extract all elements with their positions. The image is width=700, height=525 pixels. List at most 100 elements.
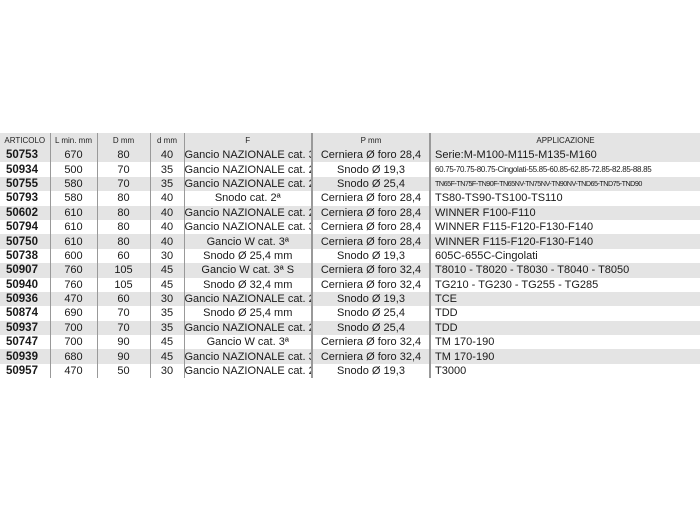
cell-applicazione: WINNER F115-F120-F130-F140: [430, 234, 700, 249]
cell-d-inner: 30: [150, 363, 185, 379]
cell-p: Snodo Ø 25,4: [312, 320, 431, 336]
cell-d-inner: 40: [150, 148, 185, 163]
header-d-outer: D mm: [97, 133, 151, 148]
cell-f: Gancio NAZIONALE cat. 3ª: [184, 219, 313, 235]
cell-p: Cerniera Ø foro 28,4: [312, 219, 431, 235]
cell-d-outer: 105: [97, 263, 151, 278]
header-row: ARTICOLO L min. mm D mm d mm F P mm APPLICAZIO…: [0, 133, 700, 148]
cell-d-outer: 90: [97, 349, 151, 364]
product-table: ARTICOLO L min. mm D mm d mm F P mm APPLICAZIO…: [0, 133, 700, 379]
cell-articolo: 50793: [0, 191, 51, 206]
cell-d-outer: 70: [97, 176, 151, 192]
table-row: 50940 760 105 45 Snodo Ø 32,4 mm Cerniera Ø f…: [0, 277, 700, 292]
cell-applicazione: T8010 - T8020 - T8030 - T8040 - T8050: [430, 263, 700, 278]
table-row: 50934 500 70 35 Gancio NAZIONALE cat. 2ª Snod…: [0, 162, 700, 177]
table-row: 50753 670 80 40 Gancio NAZIONALE cat. 3ª Cern…: [0, 148, 700, 163]
table-row: 50907 760 105 45 Gancio W cat. 3ª S Cerniera …: [0, 263, 700, 278]
cell-p: Snodo Ø 19,3: [312, 291, 431, 307]
cell-d-outer: 80: [97, 219, 151, 235]
cell-l-min: 470: [50, 363, 98, 379]
cell-applicazione: TDD: [430, 320, 700, 336]
header-d-inner: d mm: [150, 133, 185, 148]
header-articolo: ARTICOLO: [0, 133, 51, 148]
cell-p: Cerniera Ø foro 28,4: [312, 205, 431, 220]
cell-d-outer: 60: [97, 248, 151, 264]
cell-f: Gancio NAZIONALE cat. 2ª: [184, 162, 313, 177]
table-row: 50793 580 80 40 Snodo cat. 2ª Cerniera Ø foro…: [0, 191, 700, 206]
header-f: F: [184, 133, 313, 148]
cell-applicazione: TG210 - TG230 - TG255 - TG285: [435, 278, 599, 291]
cell-applicazione: TCE: [430, 291, 700, 307]
cell-f: Gancio NAZIONALE cat. 2ª: [184, 205, 313, 220]
cell-articolo: 50750: [0, 234, 51, 249]
cell-d-inner: 45: [150, 277, 185, 292]
cell-applicazione: TM 170-190: [435, 336, 495, 349]
cell-p: Snodo Ø 19,3: [312, 162, 431, 177]
table-row: 50738 600 60 30 Snodo Ø 25,4 mm Snodo Ø 19,3 6…: [0, 248, 700, 264]
cell-applicazione: Serie:M-M100-M115-M135-M160: [430, 148, 700, 163]
cell-f: Gancio NAZIONALE cat. 3ª: [184, 148, 313, 163]
cell-articolo: 50738: [0, 248, 51, 264]
cell-d-inner: 35: [150, 306, 185, 321]
cell-p: Snodo Ø 19,3: [312, 248, 431, 264]
cell-d-outer: 80: [97, 191, 151, 206]
cell-articolo: 50753: [0, 148, 51, 163]
cell-articolo: 50907: [0, 263, 51, 278]
header-l-min: L min. mm: [50, 133, 98, 148]
cell-f: Gancio W cat. 3ª S: [184, 263, 313, 278]
table-row: 50937 700 70 35 Gancio NAZIONALE cat. 2ª Snod…: [0, 320, 700, 336]
cell-articolo: 50747: [0, 335, 51, 350]
cell-p: Cerniera Ø foro 28,4: [312, 148, 431, 163]
cell-f: Snodo Ø 25,4 mm: [184, 248, 313, 264]
cell-d-inner: 40: [150, 205, 185, 220]
cell-d-outer: 80: [97, 234, 151, 249]
cell-f: Gancio NAZIONALE cat. 2ª: [184, 291, 313, 307]
cell-l-min: 760: [50, 277, 98, 292]
cell-d-inner: 35: [150, 320, 185, 336]
cell-articolo: 50755: [0, 176, 51, 192]
cell-l-min: 600: [50, 248, 98, 264]
cell-l-min: 610: [50, 205, 98, 220]
cell-d-inner: 35: [150, 176, 185, 192]
cell-d-outer: 80: [97, 205, 151, 220]
cell-f: Snodo Ø 25,4 mm: [184, 306, 313, 321]
cell-f: Snodo Ø 32,4 mm: [184, 277, 313, 292]
table-row: 50755 580 70 35 Gancio NAZIONALE cat. 2ª Snod…: [0, 176, 700, 192]
cell-articolo: 50937: [0, 320, 51, 336]
cell-f: Gancio NAZIONALE cat. 2ª: [184, 363, 313, 379]
cell-f: Gancio W cat. 3ª: [184, 234, 313, 249]
cell-d-inner: 40: [150, 234, 185, 249]
cell-l-min: 700: [50, 320, 98, 336]
cell-p: Snodo Ø 25,4: [312, 176, 431, 192]
cell-l-min: 680: [50, 349, 98, 364]
table-row: 50794 610 80 40 Gancio NAZIONALE cat. 3ª Cern…: [0, 219, 700, 235]
header-applicazione: APPLICAZIONE: [430, 133, 700, 148]
table-row: 50939 680 90 45 Gancio NAZIONALE cat. 3ª Cern…: [0, 349, 700, 364]
cell-applicazione: TDD: [435, 307, 458, 320]
cell-f: Gancio W cat. 3ª: [184, 335, 313, 350]
cell-articolo: 50874: [0, 306, 51, 321]
cell-f: Gancio NAZIONALE cat. 2ª: [184, 320, 313, 336]
cell-f: Gancio NAZIONALE cat. 3ª: [184, 349, 313, 364]
cell-applicazione: 605C-655C-Cingolati: [435, 249, 538, 262]
cell-articolo: 50957: [0, 363, 51, 379]
cell-f: Snodo cat. 2ª: [184, 191, 313, 206]
cell-d-inner: 45: [150, 263, 185, 278]
cell-p: Cerniera Ø foro 32,4: [312, 349, 431, 364]
cell-articolo: 50936: [0, 291, 51, 307]
cell-l-min: 580: [50, 176, 98, 192]
cell-applicazione: TS80-TS90-TS100-TS110: [435, 192, 563, 205]
cell-applicazione: WINNER F115-F120-F130-F140: [435, 221, 594, 234]
cell-p: Cerniera Ø foro 32,4: [312, 335, 431, 350]
cell-d-inner: 35: [150, 162, 185, 177]
table-row: 50936 470 60 30 Gancio NAZIONALE cat. 2ª Snod…: [0, 291, 700, 307]
cell-p: Cerniera Ø foro 32,4: [312, 277, 431, 292]
cell-p: Cerniera Ø foro 28,4: [312, 191, 431, 206]
cell-applicazione: 60.75-70.75-80.75-Cingolati-55.85-60.85-…: [435, 164, 652, 174]
cell-d-inner: 40: [150, 219, 185, 235]
cell-l-min: 470: [50, 291, 98, 307]
cell-d-outer: 70: [97, 306, 151, 321]
cell-l-min: 700: [50, 335, 98, 350]
cell-d-outer: 70: [97, 162, 151, 177]
cell-d-inner: 45: [150, 335, 185, 350]
